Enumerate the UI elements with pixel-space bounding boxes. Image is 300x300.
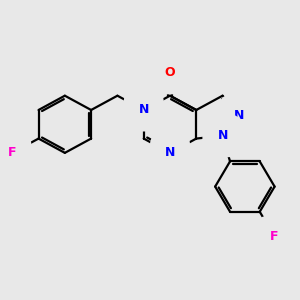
Text: O: O [165, 66, 175, 79]
Text: N: N [233, 109, 244, 122]
Text: N: N [139, 103, 149, 116]
Text: N: N [218, 129, 228, 142]
Text: F: F [270, 230, 279, 243]
Text: F: F [8, 146, 16, 159]
Text: N: N [165, 146, 175, 159]
